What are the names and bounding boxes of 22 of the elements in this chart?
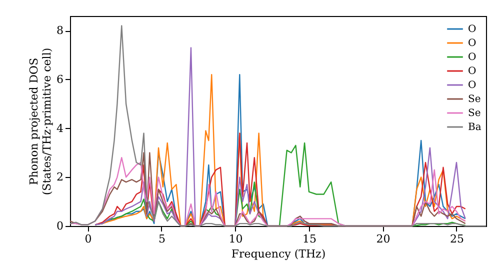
y-tick-label: 4	[56, 122, 64, 135]
legend-label: O	[468, 38, 476, 49]
x-axis-title: Frequency (THz)	[231, 248, 326, 260]
legend-label: O	[468, 66, 476, 77]
x-tick-label: 20	[376, 232, 390, 246]
legend-label: Se	[468, 108, 481, 119]
x-tick-label: 0	[84, 232, 92, 246]
x-tick-label: 5	[158, 232, 166, 246]
y-tick-label: 2	[56, 170, 64, 184]
y-tick-label: 8	[56, 24, 64, 38]
y-tick-label: 6	[56, 72, 64, 86]
legend-label: O	[468, 24, 476, 35]
x-tick-label: 25	[450, 232, 464, 246]
x-tick-label: 10	[228, 232, 243, 246]
y-tick-label: 0	[56, 220, 64, 232]
legend-label: Se	[468, 94, 481, 105]
legend-label: O	[468, 80, 476, 91]
legend-label: Ba	[468, 122, 482, 133]
x-tick-label: 15	[302, 232, 316, 246]
line-series	[69, 25, 487, 227]
y-axis-title: Phonon projected DOS (States/THz·primitive cell)	[28, 48, 54, 196]
legend-label: O	[468, 52, 476, 63]
